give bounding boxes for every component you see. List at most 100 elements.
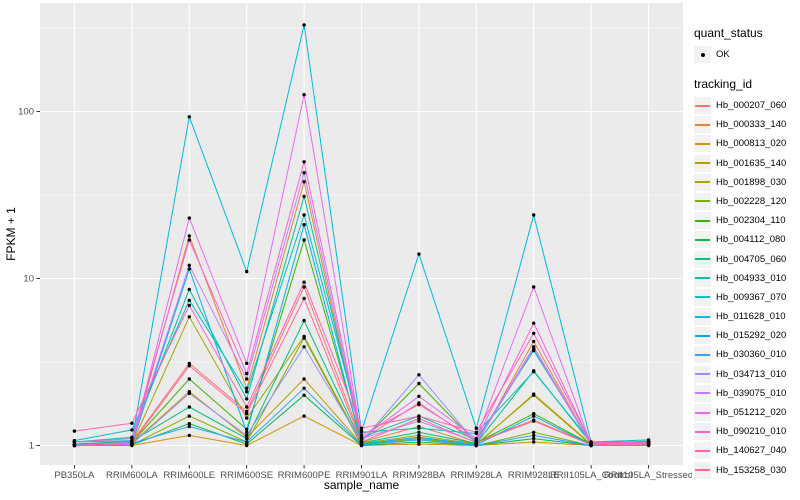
- legend-group-tracking-id: tracking_id Hb_000207_060 Hb_000333_140 Hb…: [694, 77, 798, 479]
- data-point: [187, 234, 191, 238]
- data-point: [532, 433, 536, 438]
- data-point: [130, 421, 134, 425]
- data-point: [302, 296, 306, 301]
- x-tick-label: RRIM600PE: [278, 470, 331, 481]
- data-point: [417, 426, 421, 430]
- data-point: [187, 298, 191, 302]
- legend-item-label: Hb_051212_020: [716, 407, 787, 418]
- y-tick-label: 1: [29, 441, 34, 452]
- data-point: [532, 285, 536, 289]
- legend-item-Hb_001635_140: Hb_001635_140: [694, 154, 798, 172]
- legend-item-Hb_004933_010: Hb_004933_010: [694, 269, 798, 287]
- data-point: [532, 213, 536, 217]
- data-point: [302, 180, 306, 184]
- legend-item-Hb_039075_010: Hb_039075_010: [694, 384, 798, 402]
- line-key-icon: [694, 231, 711, 249]
- line-key-icon: [694, 154, 711, 172]
- data-point: [245, 405, 249, 409]
- legend-item-label: Hb_153258_030: [716, 464, 787, 476]
- data-point: [302, 213, 306, 217]
- data-point: [187, 377, 191, 381]
- data-point: [245, 397, 249, 401]
- line-key-icon: [694, 461, 711, 479]
- data-point: [302, 336, 306, 340]
- data-point: [302, 23, 306, 27]
- data-point: [359, 440, 364, 444]
- data-point: [245, 433, 249, 438]
- data-point: [417, 394, 421, 398]
- data-point: [359, 443, 364, 447]
- data-point: [302, 386, 306, 390]
- data-point: [187, 287, 191, 292]
- legend-item-label: Hb_030360_010: [716, 349, 787, 361]
- data-point: [417, 373, 421, 377]
- line-key-icon: [694, 192, 711, 210]
- x-tick-label: RRIM901LA: [336, 470, 388, 481]
- line-key-icon: [694, 308, 711, 326]
- data-point: [532, 419, 536, 423]
- data-point: [130, 436, 134, 441]
- legend-item-label: OK: [716, 49, 730, 60]
- legend-item-label: Hb_000813_020: [716, 138, 787, 150]
- data-point: [532, 393, 536, 397]
- legend-item-Hb_009367_070: Hb_009367_070: [694, 288, 798, 306]
- line-key-icon: [694, 423, 711, 441]
- legend-item-label: Hb_009367_070: [716, 291, 787, 303]
- x-tick-label: PB350LA: [54, 470, 95, 481]
- line-chart-canvas: 1 10 100 PB350LA RRIM600LA RRIM600LE RRIM600SE…: [4, 3, 692, 492]
- legend-item-label: Hb_090210_010: [716, 426, 787, 438]
- data-point: [187, 424, 191, 429]
- data-point: [302, 285, 306, 289]
- data-point: [417, 402, 421, 407]
- data-point: [187, 115, 191, 119]
- line-key-icon: [694, 404, 711, 421]
- line-key-icon: [694, 327, 711, 345]
- line-key-icon: [694, 288, 711, 306]
- point-key-icon: [694, 46, 711, 63]
- legend-item-label: Hb_015292_020: [716, 330, 787, 342]
- data-point: [302, 160, 306, 164]
- x-tick-label: RRIM928LE: [508, 470, 560, 481]
- legend-item-label: Hb_002228_120: [716, 195, 787, 207]
- legend-item-label: Hb_000207_060: [716, 100, 787, 111]
- legend-title-quant-status: quant_status: [694, 26, 763, 40]
- data-point: [359, 436, 364, 441]
- data-point: [417, 430, 421, 434]
- data-point: [302, 171, 306, 175]
- data-point: [417, 435, 421, 439]
- data-point: [245, 390, 249, 394]
- legend-item-quant-status-ok: OK: [694, 46, 798, 63]
- data-point: [532, 331, 536, 335]
- line-key-icon: [694, 173, 711, 191]
- data-point: [130, 441, 134, 446]
- data-point: [187, 303, 191, 308]
- data-point: [417, 381, 421, 386]
- data-point: [187, 433, 191, 438]
- data-point: [359, 429, 364, 433]
- data-point: [130, 428, 134, 432]
- legend-item-Hb_011628_010: Hb_011628_010: [694, 308, 798, 326]
- data-point: [302, 223, 306, 227]
- legend-item-label: Hb_004705_060: [716, 253, 787, 265]
- data-point: [417, 419, 421, 423]
- legend-item-Hb_001898_030: Hb_001898_030: [694, 173, 798, 191]
- legend-title-tracking-id: tracking_id: [694, 77, 753, 91]
- data-point: [245, 412, 249, 416]
- x-tick-label: RRII105LA_Stressed: [604, 470, 692, 481]
- data-point: [187, 364, 191, 368]
- legend-item-Hb_004705_060: Hb_004705_060: [694, 250, 798, 268]
- legend-item-Hb_140627_040: Hb_140627_040: [694, 442, 798, 460]
- x-tick-label: RRIM600LA: [106, 470, 158, 481]
- legend-item-Hb_004112_080: Hb_004112_080: [694, 231, 798, 249]
- data-point: [187, 216, 191, 220]
- x-tick-label: RRIM928LA: [450, 470, 502, 481]
- data-point: [417, 252, 421, 256]
- legend-item-Hb_030360_010: Hb_030360_010: [694, 346, 798, 364]
- data-point: [302, 377, 306, 381]
- data-point: [532, 440, 536, 444]
- data-point: [532, 430, 536, 434]
- legend-item-label: Hb_000333_140: [716, 119, 787, 131]
- data-point: [532, 436, 536, 441]
- data-point: [187, 361, 191, 366]
